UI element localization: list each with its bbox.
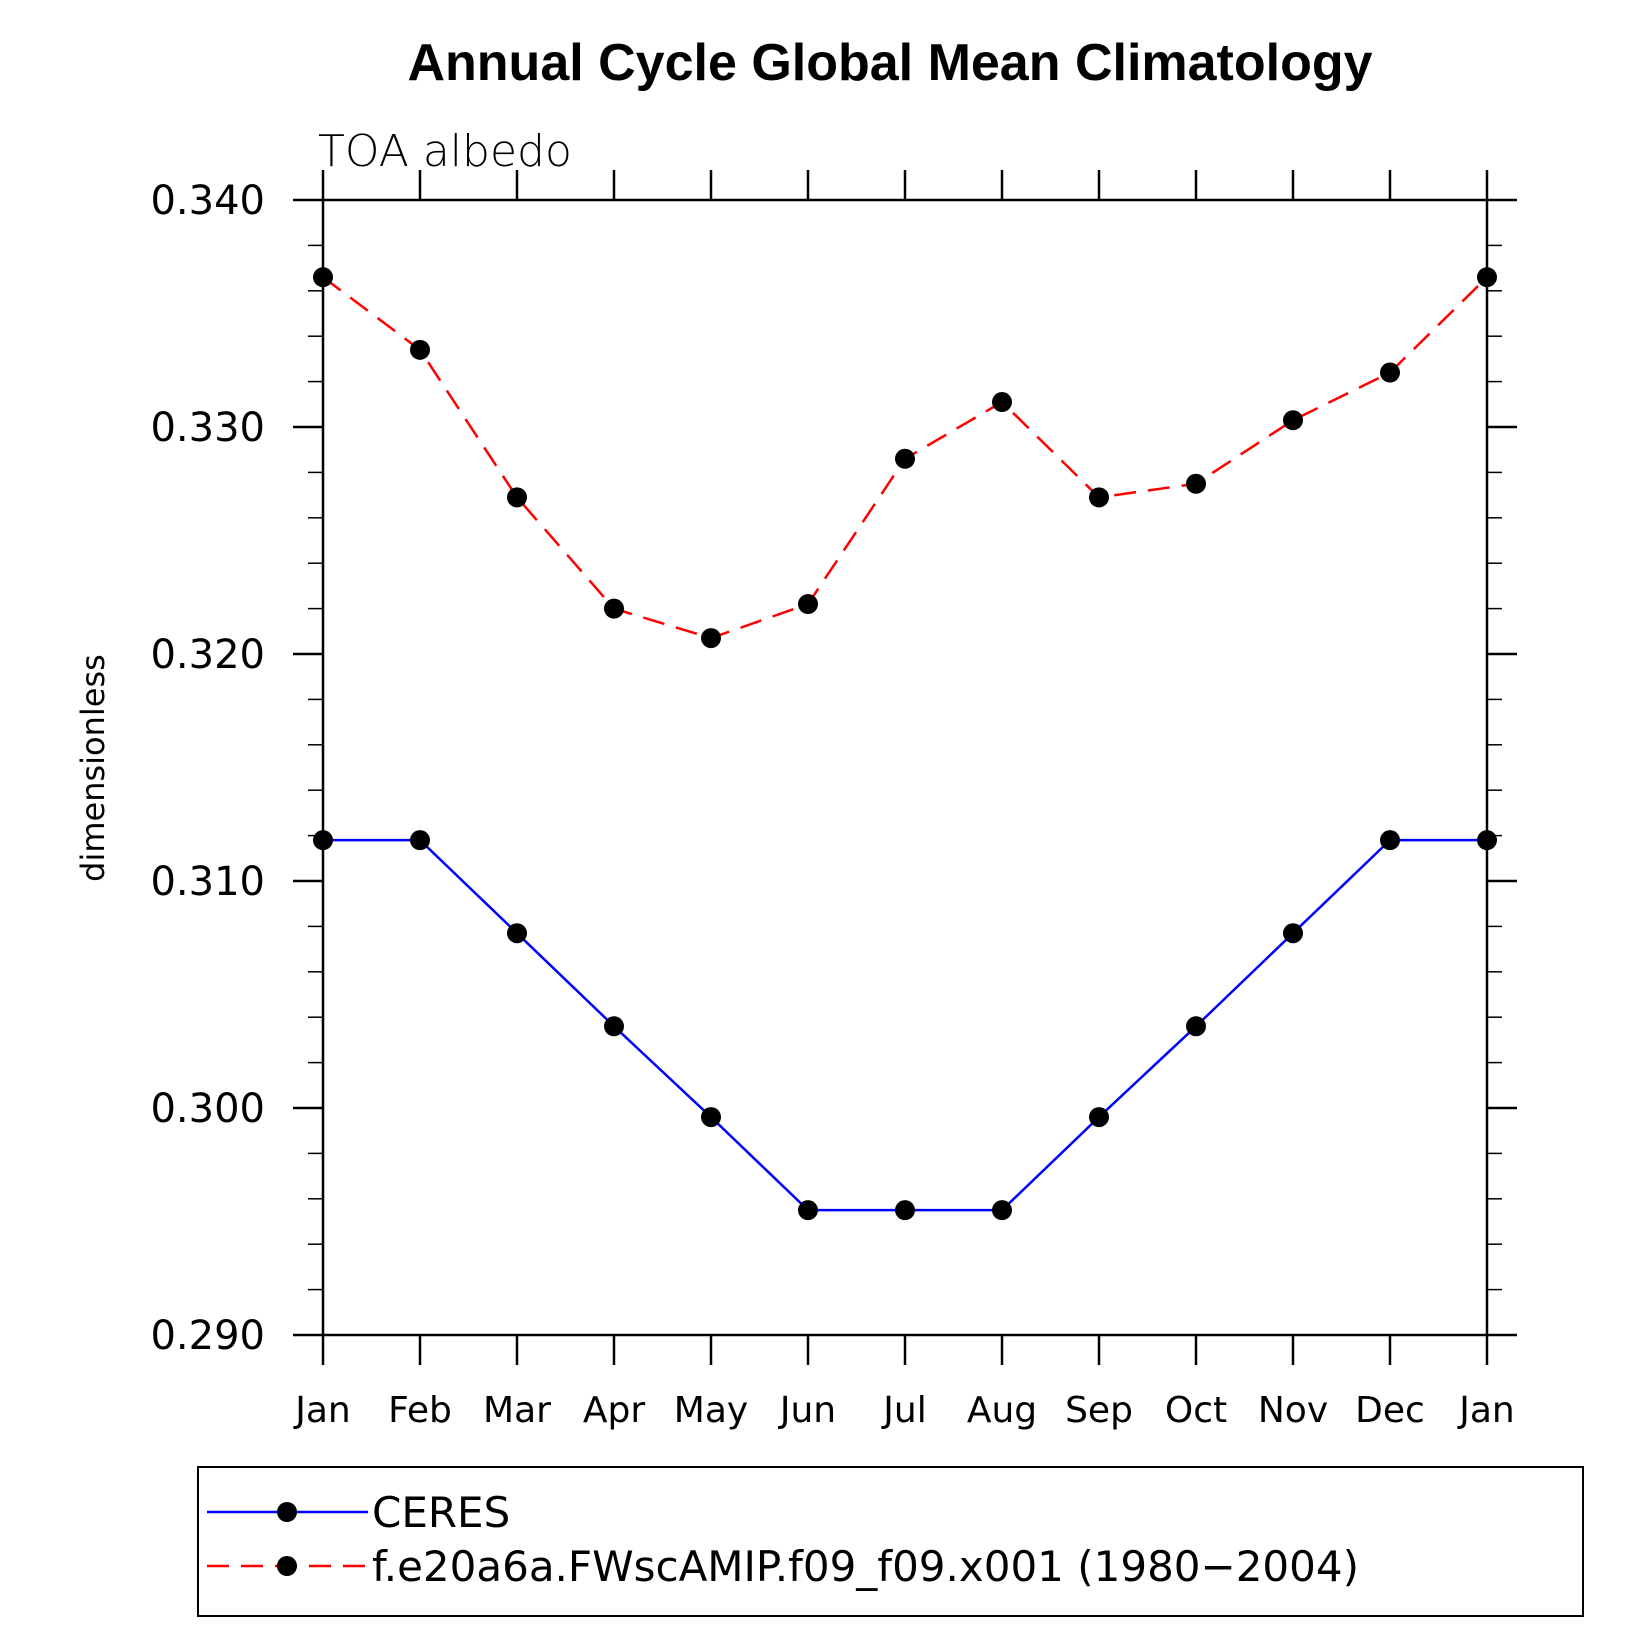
legend: CERES f.e20a6a.FWscAMIP.f09_f09.x001 (198… (197, 1466, 1584, 1617)
data-point-series-2 (895, 448, 915, 469)
y-tick-label: 0.310 (150, 859, 265, 905)
data-point-series-2 (410, 339, 430, 360)
x-tick-label: Jul (881, 1390, 926, 1431)
data-point-series-2 (1283, 410, 1303, 431)
data-point-series-2 (1380, 362, 1400, 383)
series-points (313, 267, 1497, 1221)
data-point-series-2 (313, 267, 333, 288)
legend-label-2: f.e20a6a.FWscAMIP.f09_f09.x001 (1980−200… (372, 1542, 1359, 1591)
axes-frame (293, 170, 1517, 1365)
x-tick-label: May (674, 1390, 748, 1431)
series-line-1 (323, 838, 1487, 1212)
legend-marker-2 (277, 1556, 297, 1576)
y-tick-label: 0.330 (150, 405, 265, 451)
x-tick-label: Mar (483, 1390, 551, 1431)
y-tick-label: 0.340 (150, 178, 265, 224)
plot-border (321, 198, 1489, 1337)
data-point-series-2 (507, 487, 527, 508)
y-tick-label: 0.300 (150, 1086, 265, 1132)
legend-marker-1 (277, 1502, 297, 1522)
data-point-series-2 (992, 392, 1012, 413)
data-point-series-1 (798, 1200, 818, 1221)
y-tick-labels: 0.290 0.300 0.310 0.320 0.330 0.340 (150, 178, 265, 1359)
series-lines (322, 276, 1488, 1212)
x-tick-label: Nov (1258, 1390, 1328, 1431)
x-tick-label: Apr (583, 1390, 645, 1431)
x-tick-label: Feb (388, 1390, 452, 1431)
x-tick-label: Oct (1165, 1390, 1227, 1431)
data-point-series-1 (507, 923, 527, 944)
data-point-series-1 (604, 1016, 624, 1037)
data-point-series-1 (1477, 830, 1497, 851)
x-tick-labels: Jan Feb Mar Apr May Jun Jul Aug Sep Oct Nov Dec Jan (293, 1390, 1515, 1431)
y-axis-label: dimensionless (74, 654, 112, 882)
data-point-series-1 (895, 1200, 915, 1221)
legend-box (197, 1466, 1584, 1617)
x-tick-label: Sep (1065, 1390, 1133, 1431)
data-point-series-2 (1477, 267, 1497, 288)
x-tick-label: Jan (293, 1390, 351, 1431)
data-point-series-2 (604, 598, 624, 619)
data-point-series-2 (798, 594, 818, 615)
data-point-series-1 (313, 830, 333, 851)
x-tick-label: Aug (967, 1390, 1037, 1431)
data-point-series-1 (992, 1200, 1012, 1221)
data-point-series-1 (410, 830, 430, 851)
data-point-series-1 (1283, 923, 1303, 944)
data-point-series-2 (1186, 473, 1206, 494)
data-point-series-1 (1380, 830, 1400, 851)
data-point-series-1 (1186, 1016, 1206, 1037)
y-tick-label: 0.290 (150, 1313, 265, 1359)
data-point-series-2 (1089, 487, 1109, 508)
legend-label-1: CERES (372, 1488, 510, 1537)
x-tick-label: Jan (1457, 1390, 1515, 1431)
chart-title: Annual Cycle Global Mean Climatology (407, 34, 1372, 92)
y-tick-label: 0.320 (150, 632, 265, 678)
chart-subtitle: TOA albedo (318, 126, 572, 177)
data-point-series-1 (1089, 1107, 1109, 1128)
data-point-series-2 (701, 628, 721, 649)
data-point-series-1 (701, 1107, 721, 1128)
x-tick-label: Dec (1355, 1390, 1425, 1431)
x-tick-label: Jun (778, 1390, 836, 1431)
